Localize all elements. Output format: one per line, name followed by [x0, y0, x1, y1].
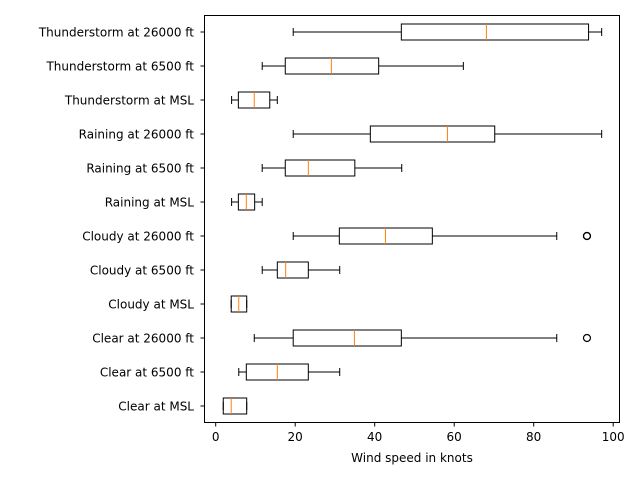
- box-item: [261, 57, 464, 75]
- y-axis: Thunderstorm at 26000 ft Thunderstorm at …: [38, 26, 205, 414]
- outlier-marker: [582, 231, 592, 241]
- axes-frame: [204, 15, 620, 423]
- iqr-box: [276, 261, 309, 279]
- box-item: [230, 295, 248, 313]
- box-item: [238, 363, 341, 381]
- y-tick-label: Raining at 26000 ft: [79, 128, 195, 142]
- box-item: [222, 397, 248, 415]
- y-tick-label: Clear at 26000 ft: [92, 332, 194, 346]
- x-tick-label: 100: [602, 430, 625, 444]
- y-tick-label: Thunderstorm at MSL: [64, 94, 194, 108]
- box-group: [222, 23, 603, 415]
- y-tick-label: Thunderstorm at 6500 ft: [45, 60, 194, 74]
- iqr-box: [400, 23, 590, 41]
- box-item: [292, 125, 603, 143]
- box-item: [231, 193, 263, 211]
- x-tick-label: 60: [447, 430, 462, 444]
- y-tick-label: Raining at MSL: [105, 196, 195, 210]
- y-tick-label: Clear at MSL: [118, 400, 194, 414]
- x-tick-label: 20: [288, 430, 303, 444]
- iqr-box: [369, 125, 496, 143]
- x-tick-label: 0: [212, 430, 220, 444]
- iqr-box: [284, 57, 380, 75]
- box-item: [261, 159, 403, 177]
- x-axis: 0 20 40 60 80 100: [212, 422, 625, 444]
- outlier-marker: [582, 333, 592, 343]
- iqr-box: [284, 159, 356, 177]
- y-tick-label: Raining at 6500 ft: [86, 162, 194, 176]
- iqr-box: [292, 329, 402, 347]
- x-tick-label: 80: [526, 430, 541, 444]
- y-tick-label: Cloudy at MSL: [108, 298, 194, 312]
- box-item: [292, 227, 592, 245]
- y-tick-label: Cloudy at 26000 ft: [82, 230, 194, 244]
- box-item: [253, 329, 592, 347]
- box-item: [231, 91, 278, 109]
- x-axis-label: Wind speed in knots: [351, 451, 473, 465]
- y-tick-label: Clear at 6500 ft: [100, 366, 194, 380]
- box-item: [292, 23, 603, 41]
- y-tick-label: Thunderstorm at 26000 ft: [38, 26, 194, 40]
- x-tick-label: 40: [367, 430, 382, 444]
- y-tick-label: Cloudy at 6500 ft: [90, 264, 194, 278]
- box-item: [261, 261, 341, 279]
- iqr-box: [222, 397, 248, 415]
